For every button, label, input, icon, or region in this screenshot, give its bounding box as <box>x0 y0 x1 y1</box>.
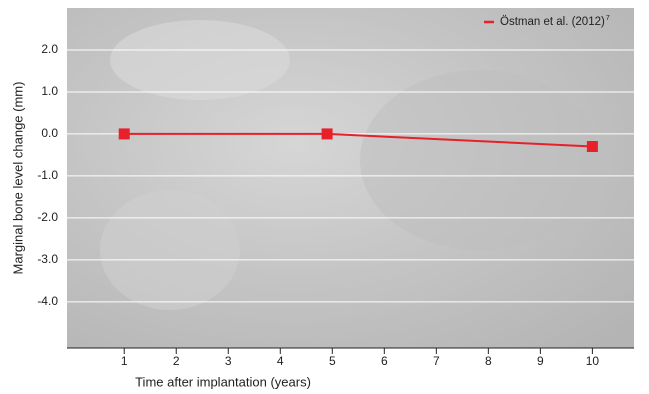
y-tick-label: -1.0 <box>37 168 58 182</box>
x-tick-label: 2 <box>173 354 180 368</box>
chart: Time after implantation (years) Marginal… <box>0 0 649 394</box>
legend-superscript: 7 <box>606 15 610 22</box>
marker <box>322 128 333 139</box>
y-tick-label: -3.0 <box>37 252 58 266</box>
texture <box>100 190 240 310</box>
y-tick-label: 0.0 <box>41 126 58 140</box>
x-tick-label: 3 <box>225 354 232 368</box>
x-tick-label: 9 <box>537 354 544 368</box>
y-axis-title: Marginal bone level change (mm) <box>10 82 25 275</box>
x-tick-label: 7 <box>433 354 440 368</box>
x-tick-label: 5 <box>329 354 336 368</box>
marker <box>587 141 598 152</box>
x-tick-label: 1 <box>121 354 128 368</box>
y-tick-label: -4.0 <box>37 294 58 308</box>
x-tick-label: 10 <box>586 354 600 368</box>
x-axis-title: Time after implantation (years) <box>135 374 311 389</box>
legend-label: Östman et al. (2012) <box>500 16 605 28</box>
x-tick-label: 4 <box>277 354 284 368</box>
y-tick-label: -2.0 <box>37 210 58 224</box>
x-tick-label: 6 <box>381 354 388 368</box>
texture <box>360 70 600 250</box>
marker <box>119 128 130 139</box>
texture <box>110 20 290 100</box>
y-tick-label: 2.0 <box>41 42 58 56</box>
x-tick-label: 8 <box>485 354 492 368</box>
y-tick-label: 1.0 <box>41 84 58 98</box>
